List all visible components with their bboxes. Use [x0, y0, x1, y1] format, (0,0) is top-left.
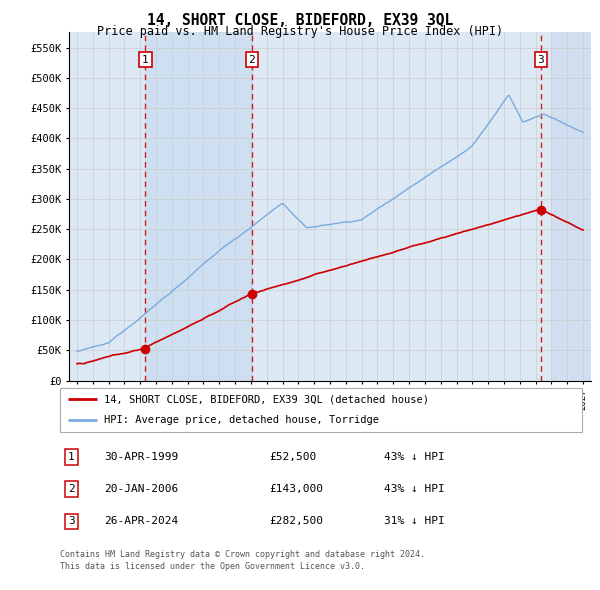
Text: 31% ↓ HPI: 31% ↓ HPI: [383, 516, 445, 526]
Text: 2: 2: [248, 55, 255, 65]
Text: Contains HM Land Registry data © Crown copyright and database right 2024.: Contains HM Land Registry data © Crown c…: [60, 550, 425, 559]
Bar: [145, 32, 251, 381]
FancyBboxPatch shape: [60, 388, 582, 432]
Text: 43% ↓ HPI: 43% ↓ HPI: [383, 452, 445, 462]
Text: 3: 3: [538, 55, 544, 65]
Text: This data is licensed under the Open Government Licence v3.0.: This data is licensed under the Open Gov…: [60, 562, 365, 571]
Text: £282,500: £282,500: [269, 516, 323, 526]
Text: 1: 1: [68, 452, 75, 462]
Text: Price paid vs. HM Land Registry's House Price Index (HPI): Price paid vs. HM Land Registry's House …: [97, 25, 503, 38]
Text: 2: 2: [68, 484, 75, 494]
Text: HPI: Average price, detached house, Torridge: HPI: Average price, detached house, Torr…: [104, 415, 379, 425]
Text: 30-APR-1999: 30-APR-1999: [104, 452, 179, 462]
Text: 3: 3: [68, 516, 75, 526]
Text: 1: 1: [142, 55, 149, 65]
Text: 14, SHORT CLOSE, BIDEFORD, EX39 3QL: 14, SHORT CLOSE, BIDEFORD, EX39 3QL: [147, 13, 453, 28]
Text: £52,500: £52,500: [269, 452, 316, 462]
Bar: [551, 32, 591, 381]
Text: £143,000: £143,000: [269, 484, 323, 494]
Text: 14, SHORT CLOSE, BIDEFORD, EX39 3QL (detached house): 14, SHORT CLOSE, BIDEFORD, EX39 3QL (det…: [104, 394, 430, 404]
Text: 43% ↓ HPI: 43% ↓ HPI: [383, 484, 445, 494]
Text: 20-JAN-2006: 20-JAN-2006: [104, 484, 179, 494]
Text: 26-APR-2024: 26-APR-2024: [104, 516, 179, 526]
